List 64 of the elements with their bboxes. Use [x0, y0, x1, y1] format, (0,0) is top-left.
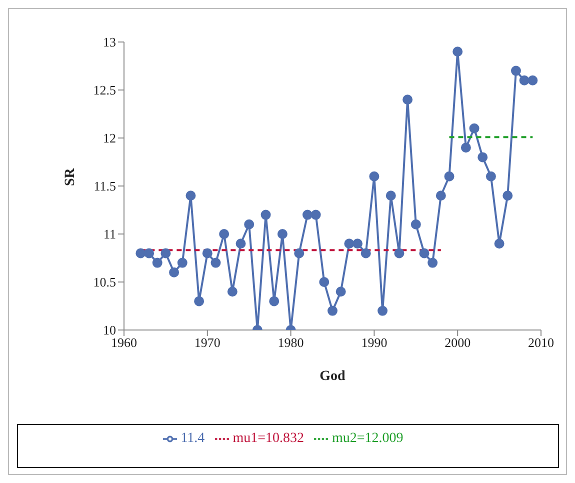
point — [360, 248, 371, 258]
point — [219, 229, 230, 239]
x-tick-label: 1970 — [194, 335, 220, 350]
point — [386, 190, 396, 201]
point — [394, 248, 404, 258]
point — [502, 190, 513, 201]
point — [510, 66, 521, 76]
point — [494, 238, 504, 249]
point — [169, 267, 180, 278]
x-tick-label: 2000 — [444, 335, 471, 350]
point — [528, 75, 538, 86]
point — [136, 248, 146, 258]
y-tick-label: 10.5 — [93, 274, 116, 290]
point — [269, 296, 280, 306]
point — [378, 306, 388, 316]
y-tick-label: 12.5 — [93, 82, 116, 98]
point — [144, 248, 154, 258]
point — [328, 306, 338, 316]
point — [260, 210, 271, 220]
point — [244, 219, 254, 230]
point — [160, 248, 171, 258]
point — [186, 190, 196, 201]
point — [369, 171, 380, 182]
point — [486, 171, 496, 182]
x-tick-label: 1980 — [278, 335, 304, 350]
point — [352, 238, 363, 249]
y-tick-label: 12 — [103, 130, 116, 146]
x-axis-title: God — [320, 369, 346, 384]
point — [310, 210, 321, 220]
y-tick-label: 13 — [103, 34, 116, 50]
y-tick-label: 11 — [103, 226, 116, 242]
x-tick-label: 2010 — [528, 335, 554, 350]
y-tick-label: 11.5 — [94, 178, 116, 194]
point — [210, 258, 221, 268]
point — [294, 248, 304, 258]
point — [402, 94, 413, 105]
point — [519, 75, 530, 86]
point — [428, 258, 438, 268]
y-axis-title: SR — [62, 167, 78, 186]
point — [469, 123, 480, 134]
point — [177, 258, 188, 268]
legend-label: 11.4 — [180, 431, 205, 446]
point — [444, 171, 454, 182]
x-tick-label: 1990 — [361, 335, 388, 350]
point — [344, 238, 354, 249]
point — [277, 229, 288, 239]
point — [478, 152, 488, 162]
point — [227, 286, 238, 297]
point — [302, 210, 312, 220]
legend-label: mu1=10.832 — [232, 431, 304, 446]
point — [319, 277, 330, 287]
point — [236, 238, 246, 249]
point — [460, 142, 471, 153]
point — [410, 219, 421, 230]
point — [419, 248, 430, 258]
legend-label: mu2=12.009 — [332, 431, 404, 446]
y-tick-label: 10 — [103, 322, 116, 338]
x-tick-label: 1960 — [111, 335, 137, 350]
point — [436, 190, 446, 201]
point — [152, 258, 162, 268]
point — [194, 296, 204, 306]
point — [336, 286, 346, 297]
point — [452, 46, 463, 57]
point — [202, 248, 212, 258]
